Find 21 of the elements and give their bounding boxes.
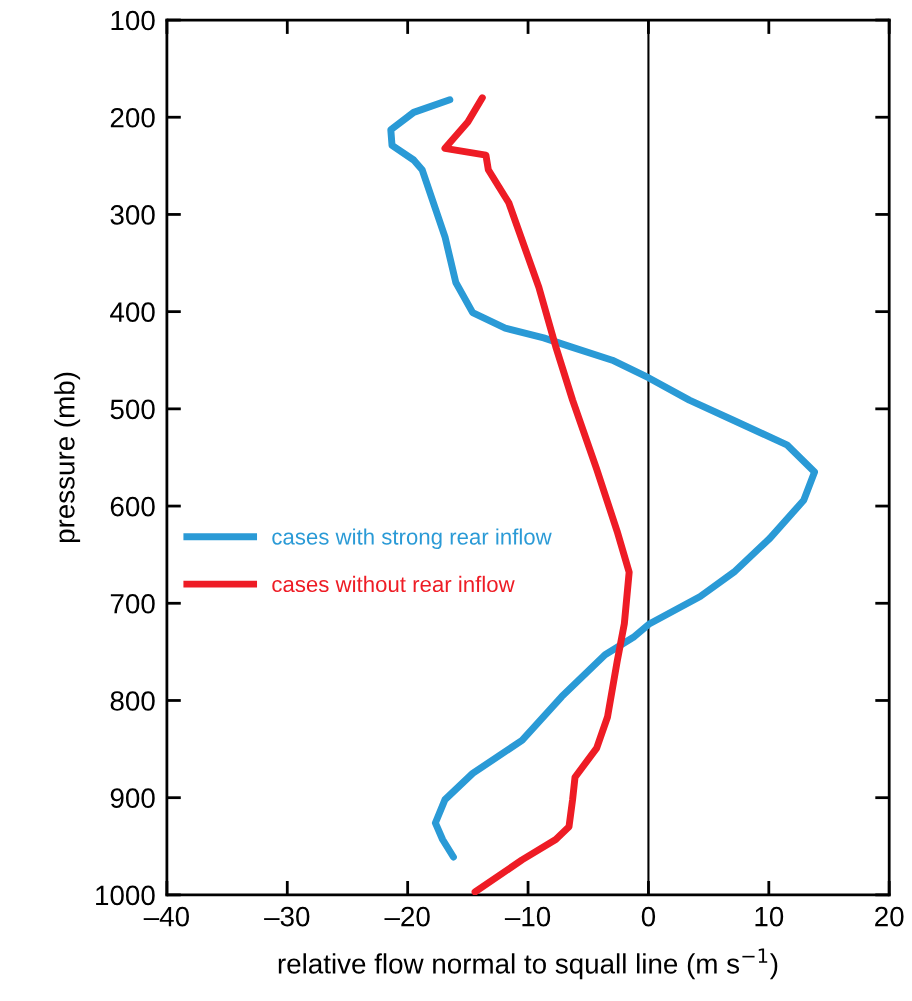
y-tick-label: 400 bbox=[110, 302, 155, 322]
x-axis-title: relative flow normal to squall line (m s$^{−1}$) bbox=[278, 948, 778, 980]
x-tick-label: 0 bbox=[641, 906, 656, 927]
x-tick-label: –20 bbox=[384, 906, 430, 927]
y-tick-label: 700 bbox=[110, 593, 155, 614]
x-tick-label: 20 bbox=[875, 906, 904, 927]
y-tick-label: 300 bbox=[110, 205, 155, 225]
legend-label: cases with strong rear inflow bbox=[272, 528, 552, 550]
y-tick-label: 800 bbox=[110, 691, 155, 711]
y-tick-label: 200 bbox=[110, 107, 155, 128]
y-tick-label: 500 bbox=[110, 399, 155, 420]
x-tick-label: –10 bbox=[504, 906, 551, 927]
y-axis-title: pressure (mb) bbox=[54, 372, 81, 543]
x-tick-label: –40 bbox=[143, 906, 189, 927]
y-tick-label: 100 bbox=[111, 10, 155, 31]
x-tick-label: 10 bbox=[755, 906, 784, 927]
legend-label: cases without rear inflow bbox=[272, 575, 515, 593]
y-tick-label: 1000 bbox=[96, 885, 155, 906]
y-tick-label: 900 bbox=[110, 788, 155, 809]
x-tick-label: –30 bbox=[264, 906, 310, 927]
y-tick-label: 600 bbox=[110, 496, 155, 517]
